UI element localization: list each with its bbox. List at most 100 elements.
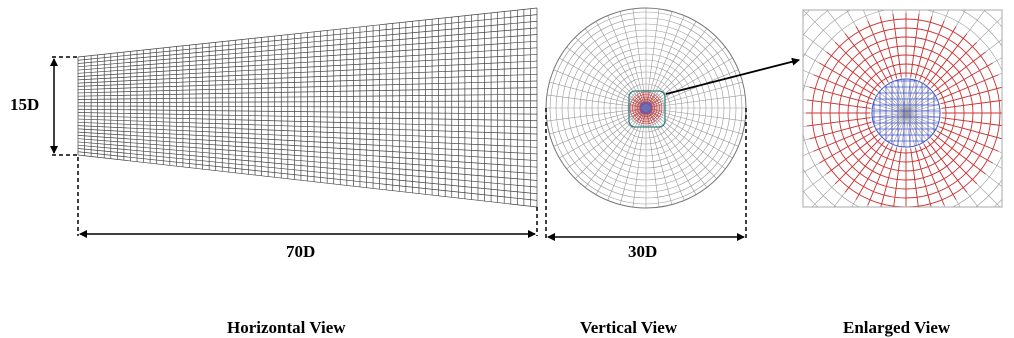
- mesh-ring: [561, 23, 731, 193]
- mesh-line: [77, 138, 538, 175]
- vertical-mesh: [546, 8, 746, 208]
- mesh-line: [554, 55, 647, 109]
- mesh-line: [77, 20, 538, 64]
- mesh-line: [939, 126, 999, 152]
- mesh-line: [77, 151, 538, 201]
- mesh-line: [77, 118, 538, 135]
- mesh-line: [645, 107, 674, 208]
- mesh-line: [77, 93, 538, 100]
- mesh-ring: [871, 78, 941, 148]
- mesh-line: [581, 107, 647, 192]
- mesh-line: [77, 105, 538, 108]
- mesh-ring: [585, 47, 707, 169]
- mesh-ring: [639, 101, 653, 115]
- mesh-line: [813, 74, 873, 100]
- mesh-ring: [865, 72, 947, 154]
- mesh-ring: [573, 35, 719, 181]
- mesh-line: [645, 55, 738, 109]
- enlarged-mesh: [753, 0, 1014, 266]
- mesh-line: [631, 107, 647, 208]
- mesh-line: [809, 121, 872, 140]
- mesh-line: [867, 146, 893, 206]
- mesh-ring: [838, 45, 974, 181]
- mesh-line: [645, 107, 746, 123]
- mesh-line: [645, 10, 687, 109]
- mesh-line: [941, 117, 1002, 127]
- length-dimension-label: 70D: [286, 242, 315, 261]
- mesh-line: [77, 80, 538, 94]
- mesh-line: [941, 99, 1002, 109]
- mesh-ring: [621, 83, 671, 133]
- mesh-line: [879, 16, 898, 79]
- mesh-ring: [847, 54, 965, 172]
- mesh-line: [571, 107, 647, 183]
- mesh-line: [548, 107, 647, 149]
- mesh-ring: [856, 63, 956, 163]
- mesh-ring: [634, 96, 658, 120]
- mesh-line: [77, 87, 538, 97]
- mesh-ring: [753, 0, 1014, 266]
- caption-vertical-view: Vertical View: [580, 318, 678, 337]
- mesh-line: [819, 62, 876, 96]
- mesh-line: [855, 143, 889, 200]
- mesh-line: [826, 134, 878, 175]
- mesh-line: [826, 51, 878, 92]
- mesh-line: [77, 135, 538, 168]
- mesh-ring: [609, 71, 683, 145]
- mesh-line: [562, 43, 647, 109]
- mesh-ring: [579, 41, 713, 175]
- mesh-line: [905, 10, 920, 114]
- mesh-ring: [637, 99, 655, 117]
- mesh-ring: [811, 18, 1001, 207]
- mesh-line: [931, 138, 978, 185]
- mesh-line: [919, 20, 945, 80]
- mesh-ring: [829, 36, 983, 190]
- mesh-line: [77, 54, 538, 81]
- mesh-line: [939, 74, 999, 100]
- mesh-line: [593, 107, 647, 200]
- mesh-line: [571, 33, 647, 109]
- mesh-line: [809, 86, 872, 105]
- mesh-line: [923, 143, 957, 200]
- mesh-line: [77, 112, 538, 122]
- mesh-ring: [803, 10, 1002, 18]
- mesh-line: [893, 148, 902, 207]
- mesh-line: [645, 107, 746, 136]
- mesh-line: [919, 146, 945, 206]
- mesh-line: [581, 24, 647, 109]
- mesh-line: [645, 107, 661, 208]
- mesh-line: [77, 121, 538, 142]
- mesh-ring: [591, 53, 701, 163]
- mesh-line: [77, 67, 538, 87]
- mesh-ring: [603, 65, 689, 151]
- mesh-line: [562, 107, 647, 173]
- mesh-line: [645, 93, 746, 109]
- horizontal-mesh: [77, 7, 538, 208]
- mesh-line: [936, 62, 993, 96]
- mesh-line: [905, 10, 949, 114]
- mesh-line: [927, 33, 968, 85]
- mesh-line: [645, 43, 730, 109]
- height-dimension: [50, 56, 78, 156]
- mesh-line: [77, 60, 538, 84]
- mesh-line: [914, 147, 932, 207]
- mesh-ring: [632, 94, 660, 122]
- mesh-line: [77, 148, 538, 195]
- mesh-line: [77, 27, 538, 68]
- mesh-line: [645, 107, 721, 183]
- mesh-line: [605, 10, 647, 109]
- mesh-ring: [597, 59, 695, 157]
- caption-enlarged-view: Enlarged View: [843, 318, 951, 337]
- mesh-line: [77, 154, 538, 208]
- mesh-line: [77, 34, 538, 71]
- mesh-line: [819, 130, 876, 164]
- mesh-line: [77, 73, 538, 91]
- mesh-line: [855, 26, 889, 83]
- mesh-line: [892, 13, 902, 78]
- caption-horizontal-view: Horizontal View: [227, 318, 346, 337]
- mesh-line: [834, 138, 881, 185]
- mesh-line: [645, 80, 746, 109]
- length-dimension: [77, 157, 538, 238]
- mesh-line: [605, 107, 647, 206]
